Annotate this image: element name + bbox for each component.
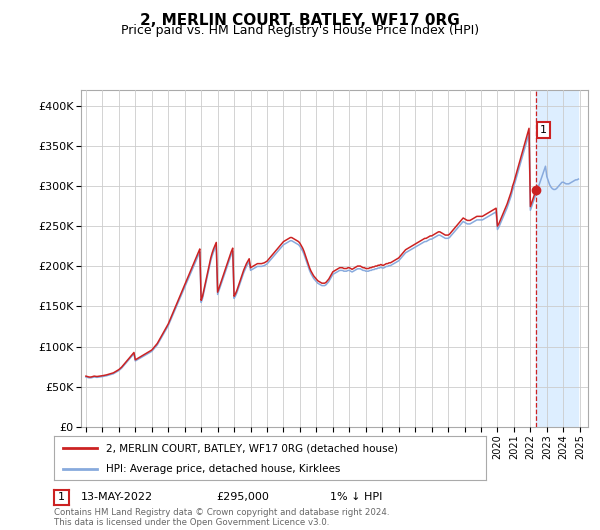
Text: £295,000: £295,000 [216, 492, 269, 502]
Text: 2, MERLIN COURT, BATLEY, WF17 0RG (detached house): 2, MERLIN COURT, BATLEY, WF17 0RG (detac… [106, 444, 398, 453]
Text: Price paid vs. HM Land Registry's House Price Index (HPI): Price paid vs. HM Land Registry's House … [121, 24, 479, 37]
Text: HPI: Average price, detached house, Kirklees: HPI: Average price, detached house, Kirk… [106, 464, 340, 474]
Text: 1: 1 [58, 492, 65, 502]
Text: 1% ↓ HPI: 1% ↓ HPI [330, 492, 382, 502]
Text: 13-MAY-2022: 13-MAY-2022 [81, 492, 153, 502]
Text: 1: 1 [540, 125, 547, 135]
Text: Contains HM Land Registry data © Crown copyright and database right 2024.
This d: Contains HM Land Registry data © Crown c… [54, 508, 389, 527]
Text: 2, MERLIN COURT, BATLEY, WF17 0RG: 2, MERLIN COURT, BATLEY, WF17 0RG [140, 13, 460, 28]
Bar [536, 90, 578, 427]
